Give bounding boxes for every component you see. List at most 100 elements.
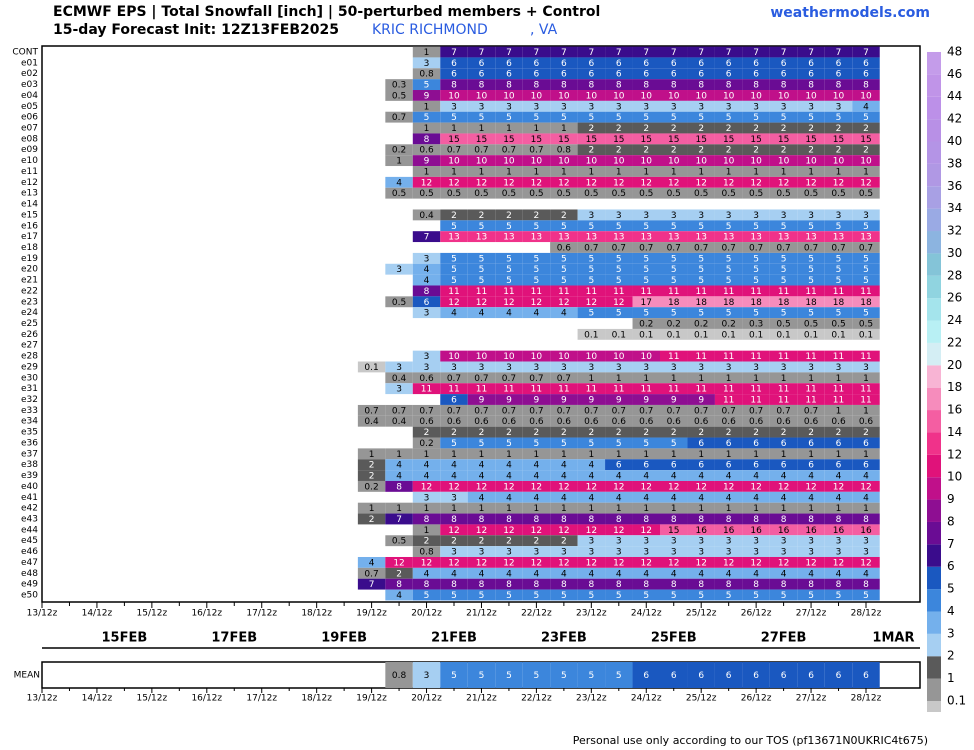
cell <box>412 209 441 221</box>
row-label: e26 <box>21 330 38 340</box>
cell <box>797 394 825 405</box>
cell <box>660 546 688 557</box>
cell-label: 7 <box>588 48 594 58</box>
cell <box>495 307 523 319</box>
cell-label: 5 <box>753 309 759 319</box>
cell-label: 0.7 <box>447 146 461 156</box>
cell <box>412 372 441 384</box>
row-label: e41 <box>21 493 38 503</box>
cell-label: 6 <box>588 70 594 80</box>
x-tick-label: 26/12z <box>741 694 772 704</box>
x-tick-label: 18/12z <box>301 694 332 704</box>
station: KRIC RICHMOND <box>372 22 488 38</box>
cell <box>440 589 468 601</box>
cell <box>632 361 660 373</box>
cell-label: 5 <box>424 591 430 601</box>
cell <box>824 662 853 688</box>
cell <box>769 242 798 253</box>
cell-label: 8 <box>396 482 402 492</box>
cell-label: 8 <box>588 580 594 590</box>
cell-label: 6 <box>616 59 622 69</box>
cell <box>577 589 606 601</box>
cell <box>824 242 853 253</box>
cell-label: 2 <box>451 211 457 221</box>
colorbar-label: 48 <box>947 44 962 58</box>
colorbar-label: 16 <box>947 403 962 417</box>
cell <box>797 307 825 319</box>
cell <box>769 437 798 449</box>
cell-label: 5 <box>671 265 677 275</box>
cell-label: 0.7 <box>364 406 378 416</box>
cell-label: 8 <box>588 81 594 91</box>
cell <box>522 263 551 275</box>
cell <box>632 524 660 536</box>
cell-label: 12 <box>613 558 624 568</box>
cell <box>385 361 413 373</box>
cell <box>742 220 770 232</box>
cell <box>742 90 770 101</box>
cell <box>714 524 743 536</box>
cell-label: 1 <box>863 406 869 416</box>
cell-label: 6 <box>726 439 732 449</box>
cell <box>852 328 880 340</box>
cell-label: 12 <box>503 526 514 536</box>
cell <box>742 242 770 253</box>
cell-label: 12 <box>531 526 542 536</box>
cell <box>440 296 468 308</box>
cell-label: 0.6 <box>694 417 709 427</box>
cell-label: 4 <box>643 569 649 579</box>
cell-label: 11 <box>750 385 761 395</box>
cell <box>412 263 441 275</box>
cell <box>660 328 688 340</box>
cell-label: 5 <box>726 222 732 232</box>
cell-label: 3 <box>451 363 457 373</box>
cell <box>769 220 798 232</box>
cell <box>467 372 496 384</box>
cell <box>440 187 468 199</box>
cell-label: 2 <box>836 428 842 438</box>
cell <box>412 578 441 590</box>
cell <box>605 513 633 525</box>
cell <box>577 242 606 253</box>
cell <box>687 187 715 199</box>
cell <box>769 662 798 688</box>
cell-label: 5 <box>506 265 512 275</box>
cell-label: 3 <box>479 548 485 558</box>
cell-label: 5 <box>753 276 759 286</box>
cell <box>550 589 578 601</box>
cell-label: 10 <box>586 91 598 101</box>
cell <box>852 556 880 568</box>
cell <box>385 662 413 688</box>
cell-label: 0.1 <box>584 330 598 340</box>
cell-label: 3 <box>424 254 430 264</box>
row-label: e20 <box>21 265 38 275</box>
cell <box>550 176 578 188</box>
cell-label: 3 <box>836 211 842 221</box>
cell <box>357 513 386 525</box>
cell-label: 4 <box>616 472 622 482</box>
cell-label: 7 <box>671 48 677 58</box>
cell-label: 3 <box>781 363 787 373</box>
cell-label: 12 <box>476 482 487 492</box>
cell-label: 0.5 <box>392 189 406 199</box>
cell <box>412 144 441 156</box>
cell-label: 0.2 <box>639 320 653 330</box>
cell <box>824 307 853 319</box>
cell-label: 1 <box>396 157 402 167</box>
cell-label: 8 <box>479 515 485 525</box>
cell-label: 6 <box>671 461 677 471</box>
cell <box>385 480 413 492</box>
cell-label: 5 <box>808 276 814 286</box>
cell-label: 3 <box>643 537 649 547</box>
cell <box>852 318 880 329</box>
cell <box>522 90 551 101</box>
cell <box>605 415 633 427</box>
cell <box>769 166 798 177</box>
cell <box>495 57 523 69</box>
cell-label: 6 <box>863 671 869 681</box>
cell <box>440 155 468 167</box>
cell-label: 15 <box>641 135 652 145</box>
cell-label: 16 <box>723 526 735 536</box>
cell-label: 5 <box>616 254 622 264</box>
cell <box>522 252 551 264</box>
